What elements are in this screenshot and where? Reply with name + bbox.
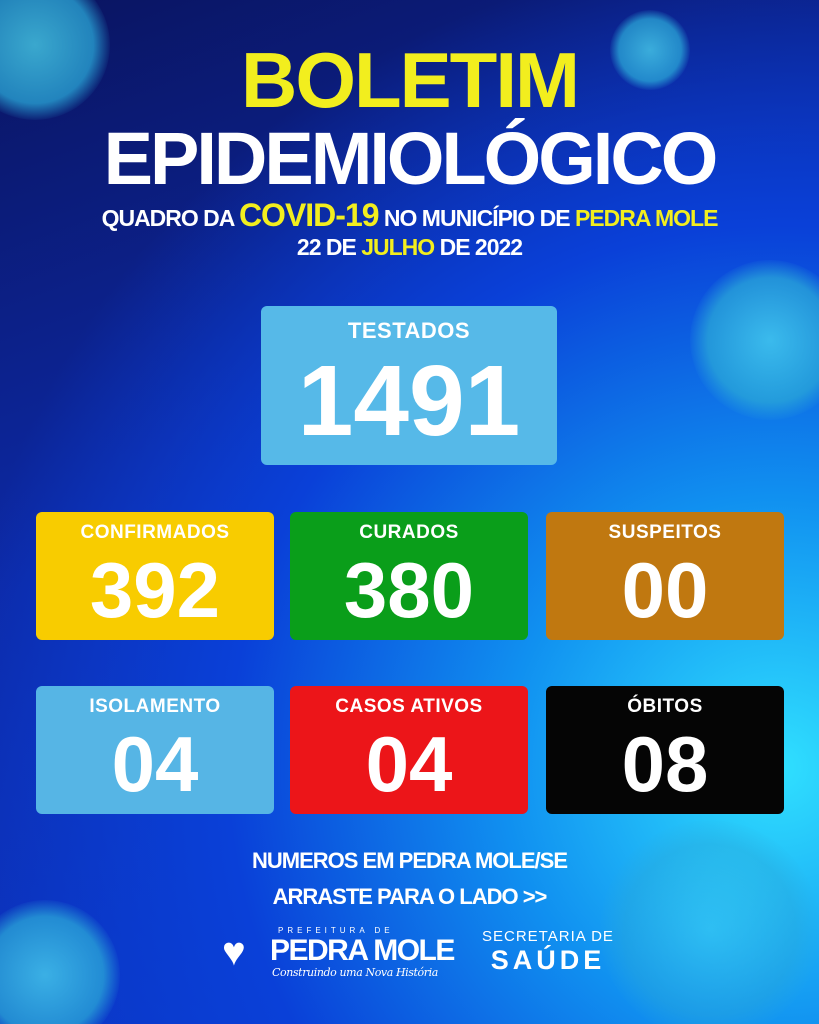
date-text: 22 DE — [296, 234, 362, 260]
card-label: CASOS ATIVOS — [335, 696, 483, 717]
card-suspeitos: SUSPEITOS 00 — [546, 512, 784, 640]
card-label: ÓBITOS — [627, 696, 703, 717]
virus-decoration — [610, 10, 690, 90]
card-label: SUSPEITOS — [608, 522, 722, 543]
card-value: 00 — [621, 546, 709, 634]
subtitle-city: PEDRA MOLE — [574, 205, 718, 231]
heart-people-icon: ♥ — [222, 930, 246, 974]
card-casos-ativos: CASOS ATIVOS 04 — [290, 686, 528, 814]
subtitle-text: NO MUNICÍPIO DE — [378, 205, 575, 231]
card-confirmados: CONFIRMADOS 392 — [36, 512, 274, 640]
secretaria-line1: SECRETARIA DE — [482, 928, 614, 945]
card-value: 1491 — [297, 345, 521, 457]
title-boletim: BOLETIM — [241, 36, 580, 124]
card-testados: TESTADOS 1491 — [261, 306, 557, 465]
date: 22 DE JULHO DE 2022 — [0, 234, 819, 260]
card-value: 04 — [365, 720, 453, 808]
footer-line1: NUMEROS EM PEDRA MOLE/SE — [252, 848, 568, 873]
virus-decoration — [690, 260, 819, 420]
date-text: DE 2022 — [434, 234, 524, 260]
card-curados: CURADOS 380 — [290, 512, 528, 640]
date-month: JULHO — [361, 234, 435, 260]
logo-slogan: Construindo uma Nova História — [272, 966, 438, 979]
card-obitos: ÓBITOS 08 — [546, 686, 784, 814]
title-epidemiologico: EPIDEMIOLÓGICO — [103, 117, 719, 200]
subtitle: QUADRO DA COVID-19 NO MUNICÍPIO DE PEDRA… — [0, 199, 819, 235]
secretaria-logo: SECRETARIA DE SAÚDE — [482, 928, 614, 974]
secretaria-line2: SAÚDE — [490, 945, 606, 975]
card-label: CURADOS — [359, 522, 459, 543]
subtitle-text: QUADRO DA — [101, 205, 239, 231]
footer-line2: ARRASTE PARA O LADO >> — [272, 884, 548, 909]
virus-decoration — [0, 900, 120, 1024]
virus-decoration — [600, 820, 819, 1024]
card-value: 392 — [89, 546, 221, 634]
card-value: 380 — [343, 546, 475, 634]
prefeitura-logo: ♥ PREFEITURA DE PEDRA MOLE Construindo u… — [222, 926, 455, 979]
card-label: TESTADOS — [347, 318, 471, 343]
subtitle-covid: COVID-19 — [238, 197, 380, 233]
card-isolamento: ISOLAMENTO 04 — [36, 686, 274, 814]
logo-name: PEDRA MOLE — [270, 934, 455, 967]
card-value: 08 — [621, 720, 709, 808]
card-value: 04 — [111, 720, 199, 808]
logo-prefix: PREFEITURA DE — [278, 926, 394, 935]
card-label: CONFIRMADOS — [80, 522, 230, 543]
card-label: ISOLAMENTO — [89, 696, 221, 717]
